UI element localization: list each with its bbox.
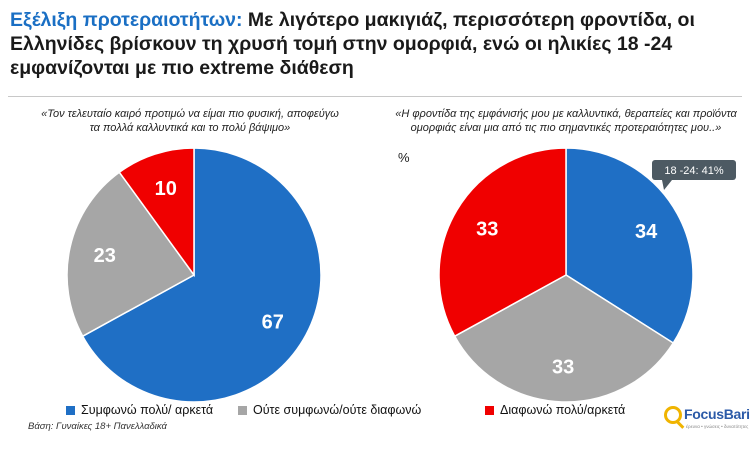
left-pie-label-neutral: 23 [94, 245, 116, 267]
page-title: Εξέλιξη προτεραιοτήτων: Με λιγότερο μακι… [10, 8, 740, 80]
right-pie-slice-disagree [438, 147, 567, 338]
magnifier-icon [664, 406, 682, 424]
left-pie-label-disagree: 10 [155, 178, 177, 200]
left-chart-caption: «Τον τελευταίο καιρό προτιμώ να είμαι πι… [41, 108, 339, 134]
logo-tagline: έρευνα • γνώσεις • δυνατότητες [686, 424, 749, 429]
title-text: Με λιγότερο μακιγιάζ, περισσότερη φροντί… [10, 9, 695, 79]
title-highlight: Εξέλιξη προτεραιοτήτων: [10, 9, 243, 31]
legend-label-agree: Συμφωνώ πολύ/ αρκετά [81, 403, 214, 417]
legend-item-agree: Συμφωνώ πολύ/ αρκετά [66, 403, 213, 417]
left-pie: 67 23 10 [66, 147, 322, 403]
percent-sign: % [398, 150, 410, 165]
title-divider [8, 96, 742, 97]
right-chart-caption: «Η φροντίδα της εμφάνισής μου με καλλυντ… [395, 108, 737, 134]
legend-label-neutral: Ούτε συμφωνώ/ούτε διαφωνώ [253, 403, 422, 417]
legend-swatch-neutral [238, 405, 247, 415]
left-pie-label-agree: 67 [262, 312, 284, 334]
left-pie-slice-agree [81, 147, 322, 403]
callout-text: 18 -24: 41% [664, 165, 724, 177]
legend-item-disagree: Διαφωνώ πολύ/αρκετά [485, 403, 625, 417]
focusbari-logo: FocusBari έρευνα • γνώσεις • δυνατότητες [664, 404, 750, 444]
right-pie-label-agree: 34 [635, 221, 658, 243]
logo-name: FocusBari [684, 406, 750, 422]
legend-swatch-agree [66, 405, 75, 415]
left-pie-slice-disagree [118, 147, 195, 278]
legend-item-neutral: Ούτε συμφωνώ/ούτε διαφωνώ [238, 403, 421, 417]
legend-label-disagree: Διαφωνώ πολύ/αρκετά [500, 403, 626, 417]
left-pie-slice-neutral [66, 171, 196, 338]
callout-box: 18 -24: 41% [652, 160, 736, 190]
right-pie: 34 33 33 [438, 147, 694, 403]
base-note: Βάση: Γυναίκες 18+ Πανελλαδικά [28, 421, 167, 432]
legend-swatch-disagree [485, 405, 494, 415]
right-pie-label-disagree: 33 [476, 218, 498, 240]
right-pie-label-neutral: 33 [552, 356, 574, 378]
